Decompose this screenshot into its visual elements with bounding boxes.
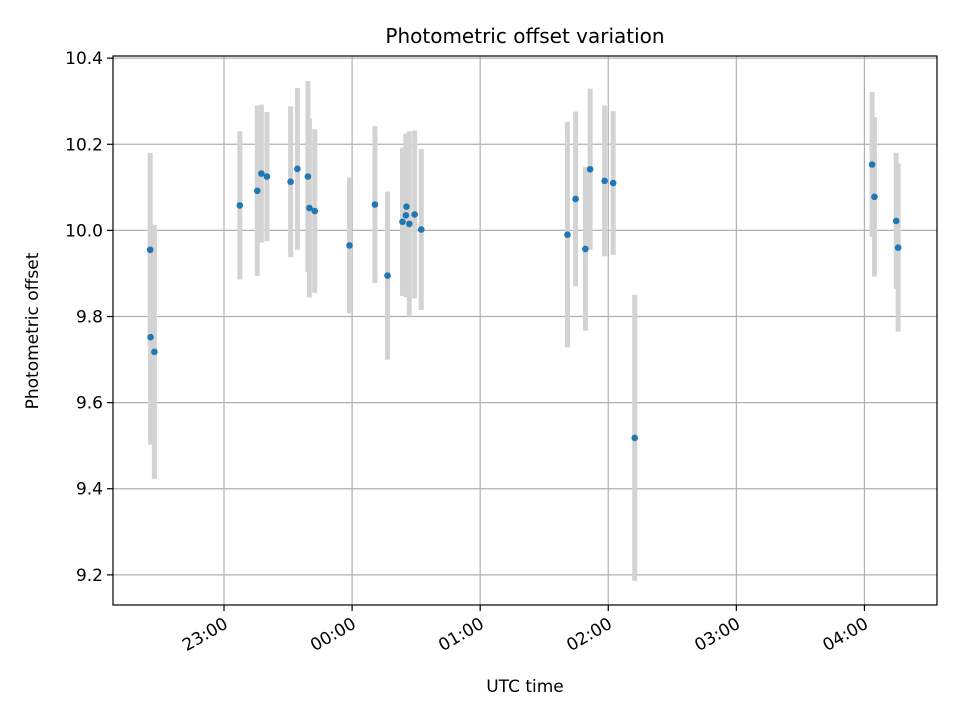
data-point [294,165,301,173]
data-point [868,161,876,168]
x-axis-title: UTC time [486,677,564,697]
y-tick-label: 9.8 [76,308,103,328]
data-point [287,178,294,186]
data-point [254,187,261,195]
data-point [151,348,158,356]
data-point [258,170,265,177]
data-point [147,333,154,341]
data-point [417,226,425,233]
y-tick-label: 10.4 [65,49,103,69]
y-tick-label: 10.0 [65,221,103,241]
data-point [384,272,391,279]
data-point [371,201,379,208]
grid [113,56,937,605]
data-point [304,173,312,180]
data-point [586,165,594,173]
y-axis-title: Photometric offset [23,252,43,409]
data-point [572,195,579,203]
data-point [609,179,617,187]
data-point [411,211,418,218]
data-point [403,203,410,211]
data-point [892,217,900,225]
data-point [631,434,639,442]
data-point [601,177,608,185]
data-point [894,244,902,251]
data-point [582,245,589,253]
data-point [146,246,154,254]
data-point [564,231,571,238]
y-axis: 9.2 9.4 9.6 9.8 10.0 10.2 10.4 [65,49,113,586]
data-point [402,212,410,219]
data-point [306,204,313,212]
data-point [236,202,244,209]
data-point [263,173,271,180]
data-point [399,218,406,226]
data-points [146,161,902,442]
data-point [346,242,353,249]
data-point [405,220,413,228]
data-point [311,207,319,215]
data-point [871,193,878,201]
chart-title: Photometric offset variation [385,24,664,48]
y-tick-label: 9.4 [76,480,103,500]
plot-frame [112,55,938,606]
y-tick-label: 10.2 [65,135,103,155]
y-tick-label: 9.6 [76,394,103,414]
y-tick-label: 9.2 [76,566,103,586]
